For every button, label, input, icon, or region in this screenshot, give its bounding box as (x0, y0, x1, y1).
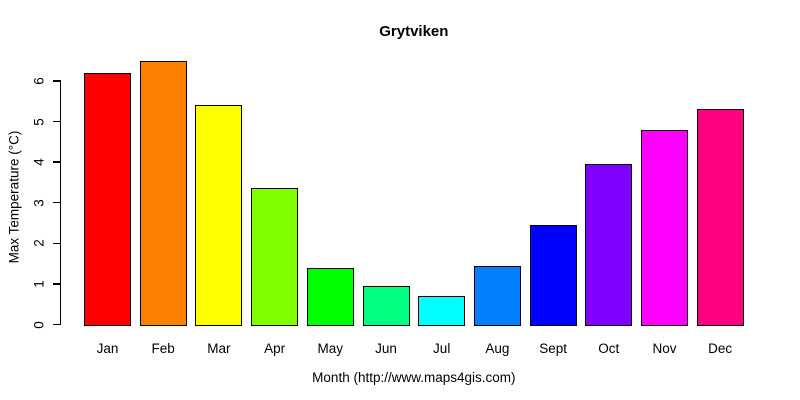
bar-jan (84, 72, 131, 326)
bar-dec (696, 109, 744, 326)
bar-may (306, 267, 354, 326)
x-tick-label-apr: Apr (264, 340, 286, 356)
x-tick-label-mar: Mar (207, 340, 231, 356)
x-tick-label-oct: Oct (598, 340, 620, 356)
bar-sept (529, 225, 577, 326)
bar-jul (418, 296, 466, 326)
x-axis-label: Month (http://www.maps4gis.com) (312, 370, 516, 385)
y-tick-4 (52, 161, 60, 163)
bar-jun (362, 285, 410, 326)
bar-oct (585, 164, 633, 326)
x-tick-label-nov: Nov (652, 340, 677, 356)
y-tick-0 (52, 323, 60, 326)
y-tick-label-1: 1 (31, 280, 47, 288)
x-tick-label-jul: Jul (433, 340, 451, 356)
bar-aug (473, 265, 521, 326)
bar-nov (641, 129, 688, 326)
bar-apr (251, 188, 299, 326)
x-tick-label-jan: Jan (96, 340, 119, 356)
y-tick-3 (52, 201, 60, 204)
x-tick-label-dec: Dec (708, 340, 733, 356)
x-tick-label-aug: Aug (485, 340, 510, 356)
y-tick-5 (52, 120, 60, 123)
y-tick-1 (52, 283, 60, 285)
bar-mar (195, 105, 243, 326)
y-tick-label-0: 0 (31, 320, 47, 329)
y-axis-line (59, 80, 61, 326)
y-tick-2 (52, 242, 60, 245)
x-tick-label-sept: Sept (539, 340, 567, 356)
y-tick-label-2: 2 (31, 239, 47, 248)
y-tick-label-4: 4 (31, 158, 47, 166)
y-tick-label-5: 5 (31, 117, 47, 126)
y-tick-6 (52, 80, 60, 82)
x-tick-label-may: May (317, 340, 344, 356)
x-tick-label-feb: Feb (151, 340, 175, 356)
bar-feb (139, 60, 187, 326)
chart-title: Grytviken (379, 23, 449, 40)
y-tick-label-6: 6 (31, 77, 47, 85)
y-axis-label: Max Temperature (°C) (6, 130, 21, 264)
x-tick-label-jun: Jun (375, 340, 397, 356)
y-tick-label-3: 3 (31, 198, 47, 207)
